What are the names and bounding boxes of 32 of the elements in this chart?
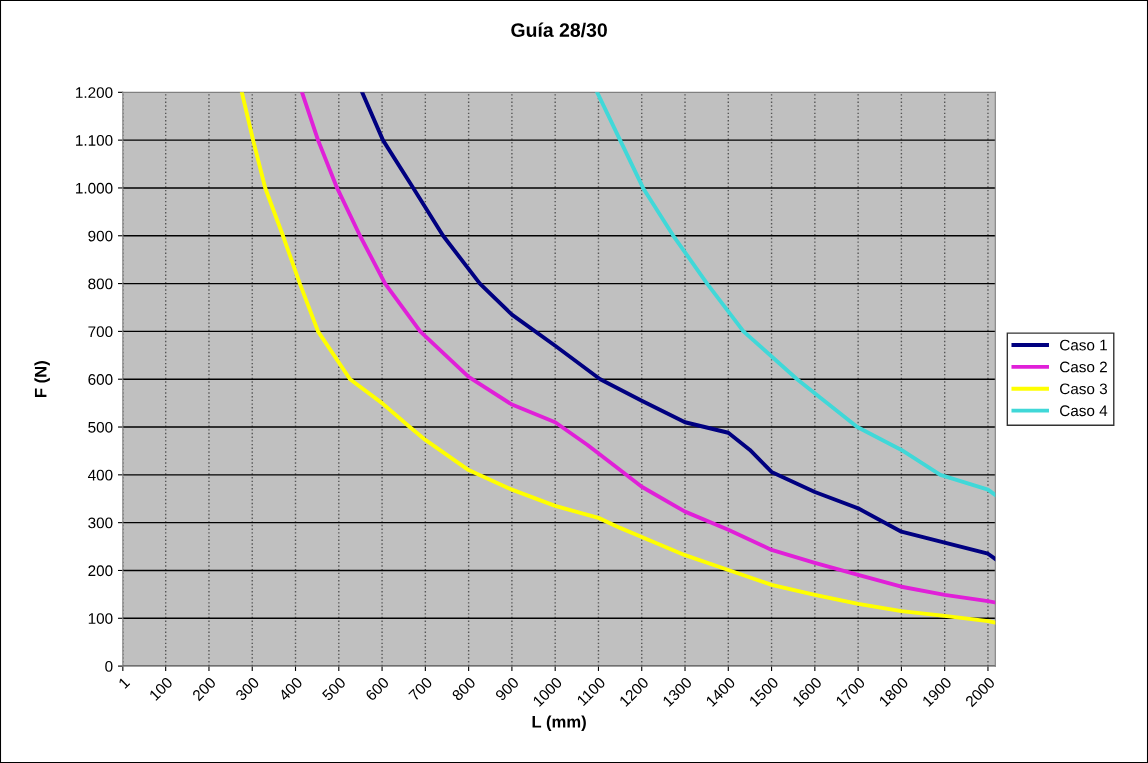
y-tick-label: 700 (88, 326, 113, 338)
y-tick-label: 200 (88, 565, 113, 577)
legend-label: Caso 1 (1060, 339, 1107, 351)
x-tick-label: 100 (148, 676, 174, 701)
x-tick-label: 500 (321, 676, 347, 702)
y-tick-label: 900 (88, 230, 113, 242)
line-series (595, 92, 996, 497)
x-tick-label: 800 (451, 676, 477, 702)
x-tick-label: 900 (494, 676, 520, 702)
x-tick-label: 700 (408, 676, 433, 702)
y-tick-label: 800 (88, 278, 113, 290)
y-tick-label: 1.200 (76, 87, 113, 99)
y-tick-label: 600 (88, 374, 113, 385)
y-tick-label: 1.000 (76, 182, 113, 194)
y-tick-label: 100 (88, 613, 113, 624)
x-tick-label: 300 (234, 676, 260, 702)
y-tick-label: 0 (105, 660, 113, 672)
y-tick-label: 500 (88, 421, 113, 433)
y-axis-title: F (N) (34, 361, 50, 398)
y-tick-label: 1.100 (76, 135, 113, 146)
y-tick-label: 400 (87, 469, 113, 481)
chart-title: Guía 28/30 (511, 22, 607, 38)
legend-label: Caso 4 (1060, 405, 1108, 417)
legend-label: Caso 2 (1060, 361, 1107, 373)
x-tick-label: 400 (278, 676, 304, 702)
x-axis-title: L (mm) (532, 715, 586, 732)
x-tick-label: 1 (118, 676, 131, 689)
legend-label: Caso 3 (1060, 383, 1107, 395)
line-series (360, 92, 996, 561)
x-tick-label: 200 (191, 676, 217, 702)
x-tick-label: 600 (364, 676, 390, 702)
y-tick-label: 300 (88, 517, 113, 529)
